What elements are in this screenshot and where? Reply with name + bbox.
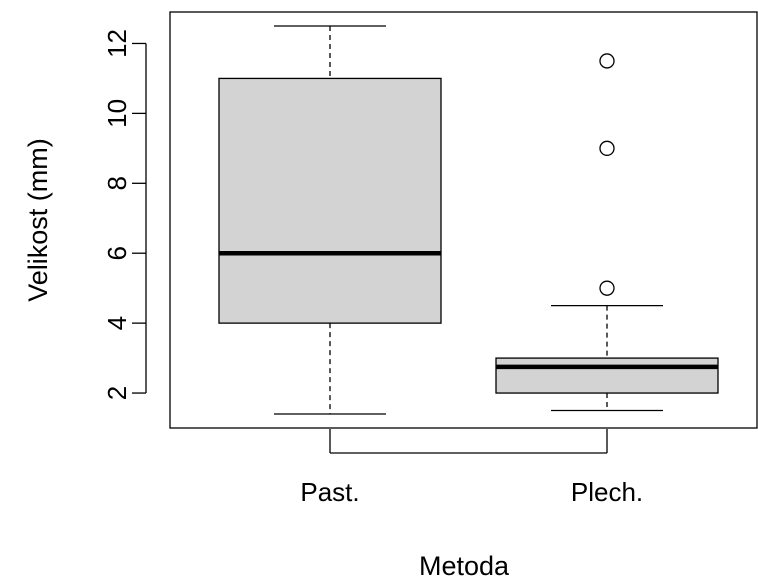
x-axis-title: Metoda (419, 551, 510, 581)
y-tick-label: 4 (102, 316, 132, 330)
box-iqr (218, 77, 442, 324)
y-tick-label: 6 (102, 246, 132, 260)
y-tick-label: 8 (102, 176, 132, 190)
outlier-point (599, 53, 615, 69)
x-tick-label: Plech. (571, 477, 643, 507)
box-iqr (495, 357, 719, 394)
y-tick-label: 12 (102, 29, 132, 58)
outlier-point (599, 280, 615, 296)
box-group (495, 53, 719, 412)
y-axis: 2 4 6 8 10 12 (102, 29, 147, 400)
y-axis-title: Velikost (mm) (23, 138, 53, 302)
outlier-point (599, 140, 615, 156)
plot-area-frame (169, 11, 758, 429)
boxes (218, 25, 719, 415)
y-tick-label: 10 (102, 99, 132, 128)
x-tick-label: Past. (300, 477, 359, 507)
y-tick-label: 2 (102, 386, 132, 400)
x-axis: Past. Plech. (300, 429, 643, 507)
box-group (218, 25, 442, 415)
